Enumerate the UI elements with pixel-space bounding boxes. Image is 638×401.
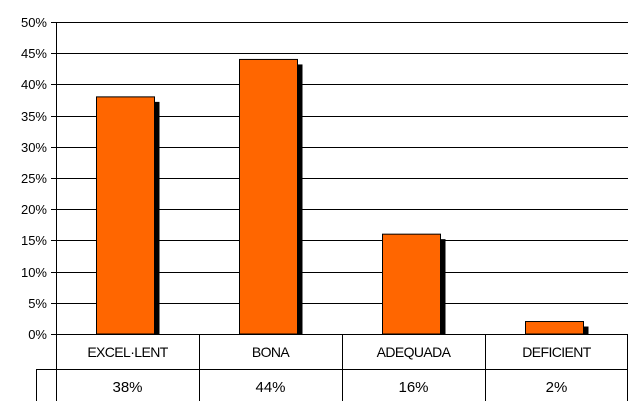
x-category-label: DEFICIENT (522, 344, 592, 360)
bar (382, 233, 441, 335)
x-category-label: BONA (252, 344, 291, 360)
bars (96, 58, 589, 335)
y-tick-label: 20% (21, 202, 47, 217)
x-category-label: ADEQUADA (377, 344, 452, 360)
y-tick-label: 10% (21, 265, 47, 280)
bar (525, 321, 584, 335)
y-tick-labels: 0% 5% 10% 15% 20% 25% 30% 35% 40% 45% 50% (21, 15, 47, 342)
y-tick-label: 45% (21, 46, 47, 61)
bar (239, 58, 298, 335)
y-tick-label: 50% (21, 15, 47, 30)
x-category-label: EXCEL·LENT (87, 344, 168, 360)
y-tick-label: 40% (21, 77, 47, 92)
y-tick-label: 25% (21, 171, 47, 186)
y-tick-label: 30% (21, 140, 47, 155)
y-tick-label: 35% (21, 109, 47, 124)
y-tick-label: 5% (28, 296, 47, 311)
y-tick-label: 15% (21, 233, 47, 248)
data-value-label: 38% (112, 379, 142, 396)
data-value-label: 16% (398, 379, 428, 396)
y-tick-label: 0% (28, 327, 47, 342)
bar (96, 96, 155, 335)
data-value-label: 44% (255, 379, 285, 396)
data-table: EXCEL·LENT BONA ADEQUADA DEFICIENT 38% 44% 16%… (36, 334, 628, 401)
data-value-label: 2% (546, 379, 568, 396)
